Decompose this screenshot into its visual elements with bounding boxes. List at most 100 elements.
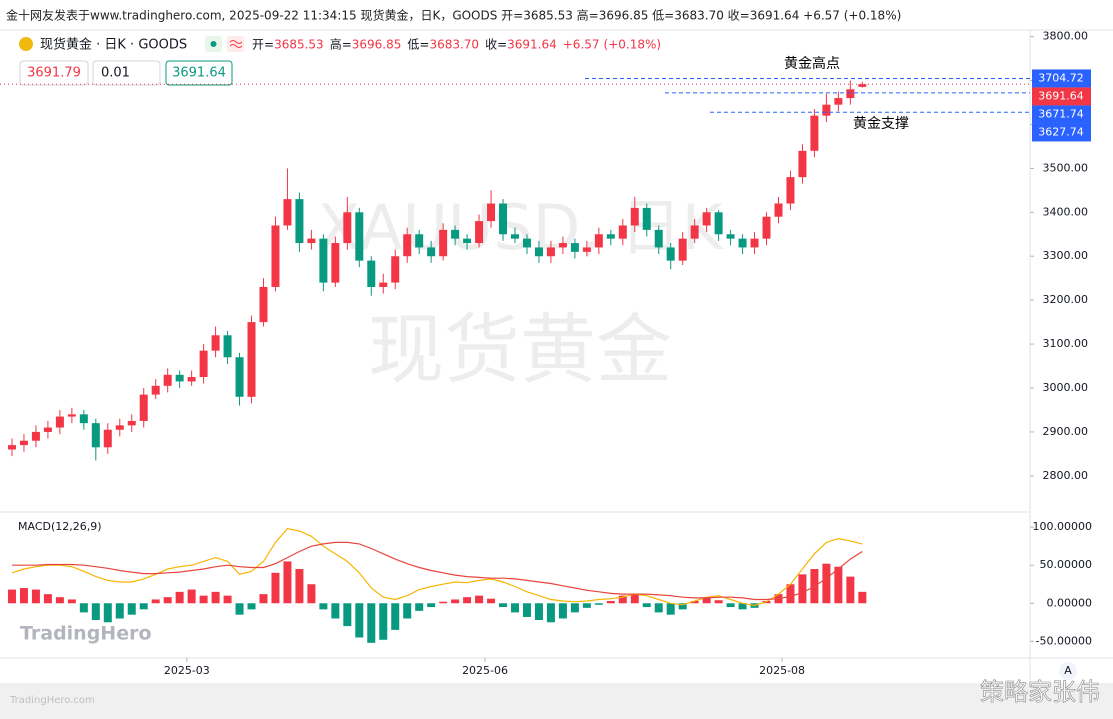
candle-body [379, 282, 388, 287]
macd-bar [355, 603, 364, 638]
macd-bar [271, 572, 280, 604]
y-tick-label: 3100.00 [1043, 337, 1089, 350]
macd-bar [822, 563, 831, 604]
candle-body [822, 104, 831, 116]
price-label: 3704.72 [1038, 71, 1084, 84]
candle-body [522, 238, 531, 248]
candle-body [211, 335, 220, 351]
y-tick-label: 3200.00 [1043, 293, 1089, 306]
auto-button[interactable] [1059, 662, 1077, 680]
macd-bar [858, 591, 867, 604]
macd-bar [786, 584, 795, 604]
macd-bar [67, 599, 76, 604]
macd-bar [630, 594, 639, 604]
candle-body [546, 247, 555, 257]
legend-name: 收= [485, 38, 507, 52]
candle-body [355, 212, 364, 261]
macd-bar [211, 591, 220, 604]
input-box[interactable] [19, 60, 89, 86]
indicator-tick-label: -50.00000 [1036, 634, 1092, 647]
sell-price: 3691.79 [27, 66, 81, 81]
logo: TradingHero [20, 623, 152, 645]
candle-body [846, 89, 855, 99]
macd-bar [546, 603, 555, 623]
candle-body [487, 203, 496, 222]
compare-button[interactable] [227, 36, 244, 52]
macd-bar [558, 603, 567, 619]
price-label-box [1032, 123, 1091, 142]
input-box[interactable] [92, 60, 161, 86]
macd-bar [487, 598, 496, 604]
macd-bar [175, 591, 184, 604]
candle-body [499, 203, 508, 235]
candle-body [834, 98, 843, 105]
macd-bar [511, 603, 519, 613]
y-tick-label: 3500.00 [1043, 161, 1089, 174]
candle-body [19, 440, 28, 446]
compare-icon [229, 40, 243, 48]
candle-body [439, 229, 448, 257]
macd-bar [7, 589, 16, 604]
candle-body [187, 377, 196, 382]
macd-bar [834, 566, 843, 604]
macd-bar [726, 603, 735, 608]
candle-body [247, 322, 256, 397]
macd-bar [319, 603, 328, 610]
macd-bar [43, 594, 52, 604]
legend-value: 3691.64 [507, 38, 557, 52]
candle-body [558, 243, 567, 248]
price-label: 3627.74 [1038, 125, 1084, 138]
candle-body [451, 229, 460, 239]
macd-bar [115, 603, 124, 619]
legend-change: +6.57 [563, 38, 600, 52]
macd-bar [403, 603, 412, 619]
candle-body [7, 445, 16, 450]
candle-body [774, 203, 783, 217]
macd-bar [199, 595, 208, 604]
candle-body [151, 385, 160, 395]
macd-bar [79, 603, 88, 613]
candle-body [654, 229, 663, 248]
candle-body [163, 374, 172, 386]
legend-value: 3696.85 [352, 38, 402, 52]
candle-body [762, 216, 771, 239]
macd-bar [259, 594, 268, 604]
candle-body [810, 115, 819, 151]
indicator-tick-label: 50.00000 [1040, 558, 1093, 571]
candle-body [750, 238, 759, 248]
candle-body [666, 247, 675, 261]
macd-bar [534, 603, 543, 620]
credit: 策略家张伟 [980, 678, 1100, 706]
legend-name: 低= [407, 38, 429, 52]
legend-name: 高= [330, 37, 352, 52]
footer-text: TradingHero.com [9, 695, 95, 706]
price-label-box [1032, 87, 1091, 106]
candle-body [223, 335, 232, 358]
input-box[interactable] [165, 60, 233, 86]
candle-body [630, 207, 639, 226]
candle-body [391, 256, 400, 283]
legend: 开= 3685.53 高= 3696.85 低= 3683.70 收= 3691.64 +6.5… [252, 37, 661, 52]
candle-body [570, 243, 579, 252]
macd-bar [91, 603, 100, 620]
symbol-icon [19, 37, 33, 51]
macd-bar [163, 597, 172, 604]
indicator-tick-label: 0.00000 [1047, 596, 1093, 609]
macd-line [11, 528, 863, 607]
macd-bar [798, 574, 807, 604]
macd-bar [139, 603, 148, 610]
candle-body [511, 234, 519, 239]
candle-body [690, 225, 699, 239]
candle-body [67, 414, 76, 417]
candle-body [283, 199, 292, 226]
y-tick-label: 2800.00 [1043, 469, 1089, 482]
quantity: 0.01 [101, 66, 130, 81]
candle-body [463, 238, 472, 244]
y-tick-label: 3000.00 [1043, 381, 1089, 394]
candle-body [618, 225, 627, 239]
price-label-box [1032, 105, 1091, 124]
macd-bar [690, 600, 699, 604]
